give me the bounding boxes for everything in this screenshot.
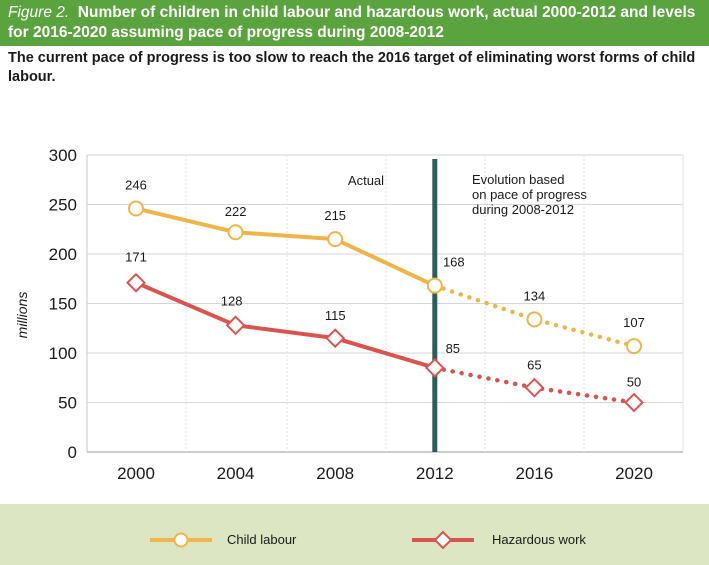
series-projection-child-labour — [432, 283, 637, 349]
annotation-evolution: during 2008-2012 — [472, 202, 574, 217]
data-point-child-labour — [626, 338, 642, 355]
x-tick-label: 2000 — [117, 464, 155, 483]
data-label-child-labour: 246 — [125, 177, 147, 192]
figure-label: Figure 2. — [8, 4, 70, 21]
data-point-hazardous-work — [325, 328, 346, 349]
data-point-child-labour — [426, 277, 443, 294]
data-point-hazardous-work — [624, 392, 644, 413]
y-tick-label: 300 — [49, 146, 77, 165]
x-tick-label: 2016 — [515, 464, 553, 483]
series-line-hazardous-work — [135, 280, 436, 370]
data-label-hazardous-work: 50 — [627, 375, 641, 390]
figure-header: Figure 2. Number of children in child la… — [0, 0, 709, 46]
figure-title-text: Number of children in child labour and h… — [8, 4, 696, 41]
annotation-actual: Actual — [348, 173, 384, 188]
y-tick-label: 150 — [49, 295, 77, 314]
legend-item-child-labour: Child labour — [150, 530, 350, 550]
legend-swatch-child-labour — [150, 532, 212, 548]
data-label-hazardous-work: 115 — [325, 308, 346, 323]
series-line-child-labour — [135, 206, 436, 288]
data-label-child-labour: 222 — [225, 204, 247, 219]
x-tick-label: 2020 — [615, 464, 653, 483]
data-point-hazardous-work — [424, 357, 445, 378]
data-label-child-labour: 215 — [324, 208, 346, 223]
data-point-hazardous-work — [126, 272, 146, 293]
data-point-hazardous-work — [225, 315, 246, 336]
figure-subtitle: The current pace of progress is too slow… — [8, 50, 696, 85]
data-point-child-labour — [327, 231, 344, 248]
data-label-child-labour: 134 — [524, 288, 546, 303]
data-point-hazardous-work — [524, 377, 545, 398]
x-tick-label: 2004 — [217, 464, 255, 483]
y-tick-label: 0 — [68, 443, 77, 462]
figure-title: Figure 2. Number of children in child la… — [8, 3, 703, 43]
legend-band — [0, 504, 709, 565]
y-tick-label: 50 — [58, 394, 77, 413]
legend-swatch-hazardous-work — [412, 530, 474, 550]
data-point-child-labour — [227, 224, 244, 241]
y-axis-title: millions — [14, 292, 30, 339]
legend-item-hazardous-work: Hazardous work — [412, 530, 632, 550]
data-label-child-labour: 107 — [623, 315, 645, 330]
data-label-hazardous-work: 171 — [125, 250, 147, 265]
y-tick-label: 250 — [49, 196, 77, 215]
data-point-child-labour — [526, 311, 543, 328]
annotation-evolution: on pace of progress — [472, 187, 587, 202]
data-label-child-labour: 168 — [443, 255, 465, 270]
y-tick-label: 200 — [49, 245, 77, 264]
data-point-child-labour — [128, 200, 144, 217]
annotation-evolution: Evolution based — [472, 172, 565, 187]
x-tick-label: 2012 — [416, 464, 454, 483]
data-label-hazardous-work: 128 — [221, 293, 243, 308]
y-tick-label: 100 — [49, 344, 77, 363]
data-label-hazardous-work: 65 — [527, 358, 541, 373]
data-label-hazardous-work: 85 — [446, 341, 460, 356]
legend-label-child-labour: Child labour — [227, 532, 297, 547]
legend-label-hazardous-work: Hazardous work — [492, 532, 586, 547]
x-tick-label: 2008 — [316, 464, 354, 483]
